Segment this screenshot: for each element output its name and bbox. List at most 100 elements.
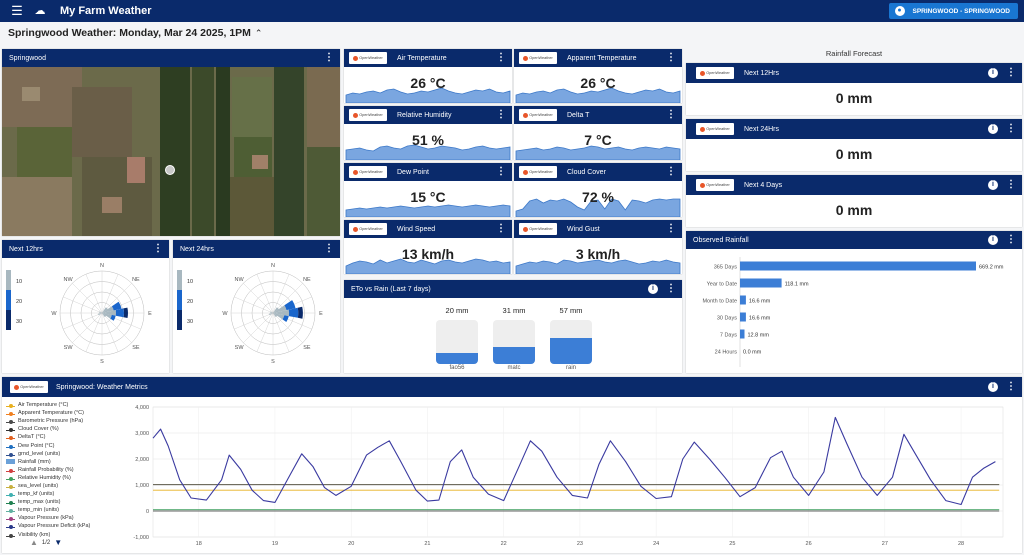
- info-icon[interactable]: i: [988, 68, 998, 78]
- more-options-icon[interactable]: ⋮: [1006, 179, 1016, 190]
- info-icon[interactable]: i: [648, 284, 658, 294]
- info-icon[interactable]: i: [988, 382, 998, 392]
- wind-legend-label: 30: [16, 319, 22, 325]
- wind-card-next-12hrs: Next 12hrs ⋮ 10 20 30 N NE E SE S SW W NW: [2, 240, 169, 373]
- more-options-icon[interactable]: ⋮: [666, 52, 676, 63]
- observed-row-value: 12.8 mm: [748, 333, 770, 339]
- info-icon[interactable]: i: [988, 124, 998, 134]
- x-tick-label: 28: [958, 541, 964, 547]
- forecast-card-header: OpenWeather Next 24Hrs i ⋮: [686, 119, 1022, 139]
- metric-tile[interactable]: OpenWeather Dew Point ⋮ 15 °C: [344, 163, 512, 217]
- legend-item[interactable]: Barometric Pressure (hPa): [6, 417, 118, 425]
- wind-legend-label: 10: [16, 279, 22, 285]
- more-options-icon[interactable]: ⋮: [666, 223, 676, 234]
- openweather-logo: OpenWeather: [349, 166, 387, 178]
- hamburger-menu-icon[interactable]: ☰: [11, 3, 23, 18]
- wind-legend-swatch: [177, 310, 182, 330]
- x-tick-label: 20: [348, 541, 354, 547]
- metric-tile-header: OpenWeather Wind Speed ⋮: [344, 220, 512, 238]
- legend-item[interactable]: Rainfall (mm): [6, 458, 118, 466]
- legend-item[interactable]: Vapour Pressure Deficit (kPa): [6, 522, 118, 530]
- forecast-card-header: OpenWeather Next 4 Days i ⋮: [686, 175, 1022, 195]
- openweather-logo: OpenWeather: [519, 109, 557, 121]
- x-tick-label: 26: [806, 541, 812, 547]
- legend-item[interactable]: Vapour Pressure (kPa): [6, 514, 118, 522]
- wind-rose-wedge: [110, 314, 116, 321]
- y-tick-label: -1,000: [133, 535, 149, 541]
- legend-swatch: [6, 525, 15, 530]
- metric-tile[interactable]: OpenWeather Wind Gust ⋮ 3 km/h: [514, 220, 682, 274]
- legend-item[interactable]: Apparent Temperature (°C): [6, 409, 118, 417]
- more-options-icon[interactable]: ⋮: [496, 52, 506, 63]
- weather-metrics-line-chart[interactable]: 4,000 3,000 2,000 1,000 0 -1,000 18 19 20 21 22 23 2…: [117, 399, 1017, 553]
- wind-rose-wedge: [270, 311, 273, 313]
- metric-tile-header: OpenWeather Relative Humidity ⋮: [344, 106, 512, 124]
- legend-item[interactable]: sea_level (units): [6, 482, 118, 490]
- eto-bar-fill: [436, 353, 478, 364]
- metric-tile[interactable]: OpenWeather Delta T ⋮ 7 °C: [514, 106, 682, 160]
- eto-bar-value: 20 mm: [445, 306, 469, 315]
- legend-item[interactable]: temp_kf (units): [6, 490, 118, 498]
- metric-tile[interactable]: OpenWeather Relative Humidity ⋮ 51 %: [344, 106, 512, 160]
- legend-item[interactable]: grnd_level (units): [6, 450, 118, 458]
- more-options-icon[interactable]: ⋮: [666, 109, 676, 120]
- more-options-icon[interactable]: ⋮: [153, 243, 163, 254]
- metric-tile[interactable]: OpenWeather Air Temperature ⋮ 26 °C: [344, 49, 512, 103]
- legend-item[interactable]: Visibility (km): [6, 531, 118, 539]
- legend-item[interactable]: temp_min (units): [6, 506, 118, 514]
- info-icon[interactable]: i: [988, 235, 998, 245]
- observed-bar: [740, 295, 746, 305]
- location-marker[interactable]: [165, 165, 175, 175]
- more-options-icon[interactable]: ⋮: [1006, 381, 1016, 392]
- legend-item[interactable]: Cloud Cover (%): [6, 425, 118, 433]
- metric-tile[interactable]: OpenWeather Cloud Cover ⋮ 72 %: [514, 163, 682, 217]
- wind-rose-wedge: [282, 315, 289, 322]
- metric-tile-header: OpenWeather Dew Point ⋮: [344, 163, 512, 181]
- x-tick-label: 25: [729, 541, 735, 547]
- sun-icon: [353, 226, 359, 232]
- more-options-icon[interactable]: ⋮: [666, 166, 676, 177]
- info-icon[interactable]: i: [988, 180, 998, 190]
- wind-rose-chart: 10 20 30 N NE E SE S SW W NW: [6, 263, 152, 365]
- forecast-value: 0 mm: [835, 90, 873, 106]
- metric-tile[interactable]: OpenWeather Apparent Temperature ⋮ 26 °C: [514, 49, 682, 103]
- wind-direction-label: N: [271, 263, 275, 269]
- chevron-up-icon[interactable]: ⌃: [254, 28, 263, 38]
- openweather-logo: OpenWeather: [519, 223, 557, 235]
- more-options-icon[interactable]: ⋮: [496, 166, 506, 177]
- more-options-icon[interactable]: ⋮: [1006, 234, 1016, 245]
- legend-item[interactable]: Rainfall Probability (%): [6, 466, 118, 474]
- observed-rainfall-bar-chart: 365 Days 669.2 mm Year to Date 118.1 mm Mont…: [702, 257, 1004, 367]
- more-options-icon[interactable]: ⋮: [496, 223, 506, 234]
- forecast-value: 0 mm: [835, 146, 873, 162]
- metric-tile[interactable]: OpenWeather Wind Speed ⋮ 13 km/h: [344, 220, 512, 274]
- more-options-icon[interactable]: ⋮: [324, 52, 334, 63]
- legend-swatch: [6, 404, 15, 409]
- wind-rose-wedge: [273, 305, 287, 313]
- legend-swatch: [6, 452, 15, 457]
- eto-bar: [493, 320, 535, 364]
- provider-label: OpenWeather: [359, 170, 383, 174]
- pager-down-icon[interactable]: ▼: [54, 538, 63, 547]
- metric-tile-title: Air Temperature: [397, 54, 447, 62]
- metric-tile-title: Delta T: [567, 111, 590, 119]
- more-options-icon[interactable]: ⋮: [324, 243, 334, 254]
- y-tick-label: 0: [146, 509, 149, 515]
- legend-item[interactable]: DeltaT (°C): [6, 433, 118, 441]
- eto-vs-rain-card: ETo vs Rain (Last 7 days) i ⋮ 20 mm fao56…: [344, 280, 682, 373]
- user-account-button[interactable]: ● SPRINGWOOD - SPRINGWOOD: [888, 3, 1018, 19]
- more-options-icon[interactable]: ⋮: [1006, 123, 1016, 134]
- openweather-logo: OpenWeather: [519, 52, 557, 64]
- pager-up-icon[interactable]: ▲: [30, 538, 38, 547]
- satellite-map[interactable]: [2, 67, 340, 236]
- legend-item[interactable]: Air Temperature (°C): [6, 401, 118, 409]
- legend-item[interactable]: temp_max (units): [6, 498, 118, 506]
- legend-label: Cloud Cover (%): [18, 426, 59, 433]
- more-options-icon[interactable]: ⋮: [1006, 67, 1016, 78]
- more-options-icon[interactable]: ⋮: [496, 109, 506, 120]
- legend-item[interactable]: Dew Point (°C): [6, 441, 118, 449]
- legend-item[interactable]: Relative Humidity (%): [6, 474, 118, 482]
- more-options-icon[interactable]: ⋮: [666, 283, 676, 294]
- map-card: Springwood ⋮: [2, 49, 340, 236]
- cloud-logo-icon: ☁: [34, 5, 46, 17]
